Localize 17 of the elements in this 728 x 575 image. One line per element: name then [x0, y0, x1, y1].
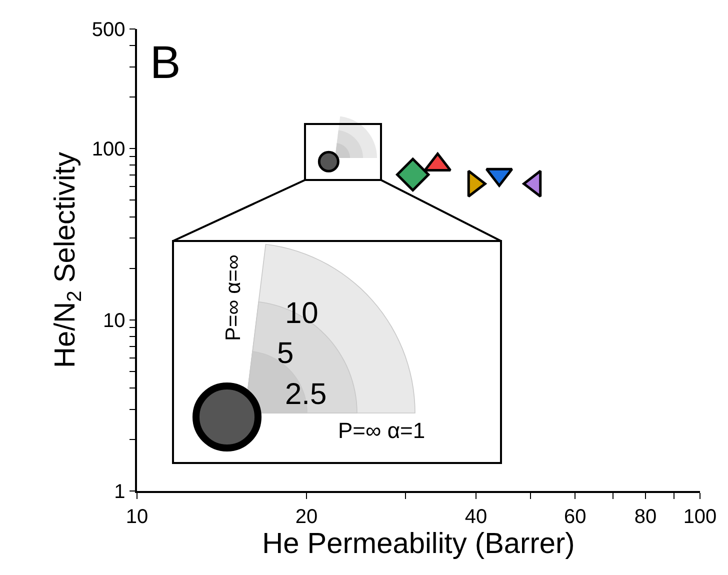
- annotation: P=∞ α=∞: [222, 254, 245, 341]
- x-tick-label: 60: [564, 506, 586, 528]
- y-tick-label: 100: [92, 138, 126, 161]
- annotation: 2.5: [285, 378, 327, 411]
- x-tick-label: 10: [126, 506, 148, 528]
- y-tick-label: 10: [103, 310, 126, 332]
- x-tick-label: 100: [683, 506, 717, 528]
- annotation: B: [150, 36, 181, 88]
- annotation: 5: [277, 337, 294, 370]
- annotation: 10: [285, 297, 318, 330]
- x-tick-label: 40: [464, 506, 488, 528]
- annotation: P=∞ α=1: [338, 418, 426, 443]
- x-tick-label: 80: [634, 506, 657, 528]
- x-tick-label: 20: [295, 506, 318, 528]
- x-axis-title: He Permeability (Barrer): [262, 528, 575, 560]
- y-tick-label: 500: [92, 19, 126, 41]
- y-tick-label: 1: [114, 481, 126, 503]
